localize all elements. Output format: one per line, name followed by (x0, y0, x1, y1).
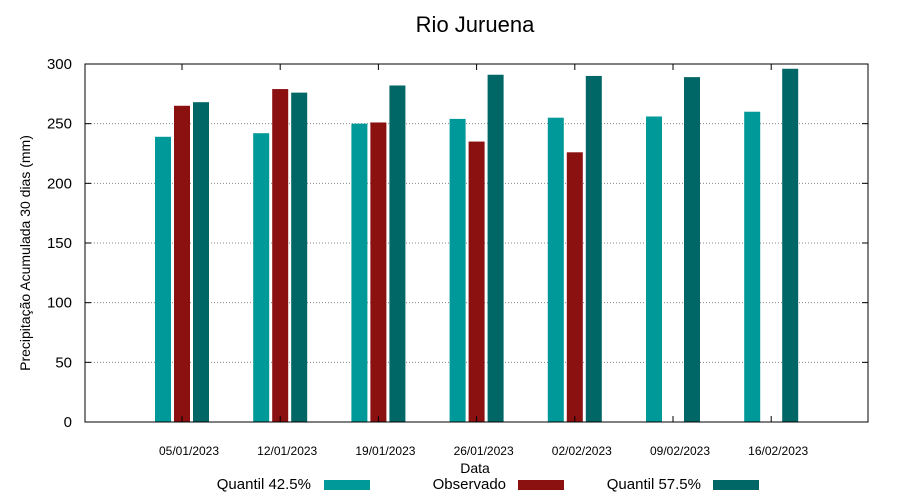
y-tick-label: 50 (55, 354, 72, 371)
legend-label: Quantil 57.5% (607, 476, 701, 493)
bar-quantil-57-5--0 (193, 102, 209, 422)
y-axis-ticks: 0 50 100 150 200 250 300 (47, 56, 868, 431)
bar-quantil-42-5--4 (547, 117, 564, 422)
bar-quantil-57-5--3 (487, 74, 504, 423)
bar-quantil-57-5--2 (389, 85, 406, 422)
chart-title: Rio Juruena (416, 12, 535, 37)
bars (155, 68, 799, 423)
x-tick-label: 12/01/2023 (257, 444, 317, 458)
legend-swatch (518, 480, 564, 490)
x-axis-label: Data (460, 460, 490, 476)
y-tick-label: 150 (47, 235, 72, 252)
y-axis-label: Precipitação Acumulada 30 dias (mm) (17, 135, 33, 371)
x-tick-label: 09/02/2023 (650, 444, 710, 458)
bar-quantil-42-5--2 (351, 123, 368, 423)
bar-observado-4 (566, 152, 583, 422)
legend-label: Observado (433, 476, 506, 493)
x-tick-label: 16/02/2023 (748, 444, 808, 458)
y-tick-label: 0 (64, 414, 72, 431)
y-tick-label: 250 (47, 116, 72, 133)
bar-observado-2 (370, 122, 387, 423)
bar-quantil-42-5--6 (744, 111, 761, 422)
bar-quantil-42-5--0 (155, 136, 171, 422)
bar-quantil-42-5--3 (449, 118, 466, 422)
y-tick-label: 100 (47, 295, 72, 312)
legend-swatch (713, 480, 759, 490)
bar-quantil-57-5--5 (684, 77, 700, 423)
x-tick-label: 02/02/2023 (552, 444, 612, 458)
y-tick-label: 300 (47, 56, 72, 73)
legend-swatch (324, 480, 370, 490)
bar-observado-0 (174, 105, 190, 423)
bar-quantil-42-5--1 (253, 133, 270, 423)
bar-quantil-57-5--4 (585, 75, 602, 422)
x-tick-label: 05/01/2023 (159, 444, 219, 458)
legend-label: Quantil 42.5% (217, 476, 311, 493)
bar-observado-1 (272, 89, 289, 422)
bar-quantil-42-5--5 (646, 116, 662, 423)
legend: Quantil 42.5% Observado Quantil 57.5% (217, 476, 759, 493)
y-tick-label: 200 (47, 175, 72, 192)
x-tick-label: 26/01/2023 (454, 444, 514, 458)
x-tick-label: 19/01/2023 (355, 444, 415, 458)
bar-quantil-57-5--1 (291, 92, 308, 422)
x-axis-ticks: 05/01/2023 12/01/2023 19/01/2023 26/01/2023… (159, 64, 809, 458)
bar-quantil-57-5--6 (782, 68, 799, 423)
bar-observado-3 (468, 141, 485, 423)
